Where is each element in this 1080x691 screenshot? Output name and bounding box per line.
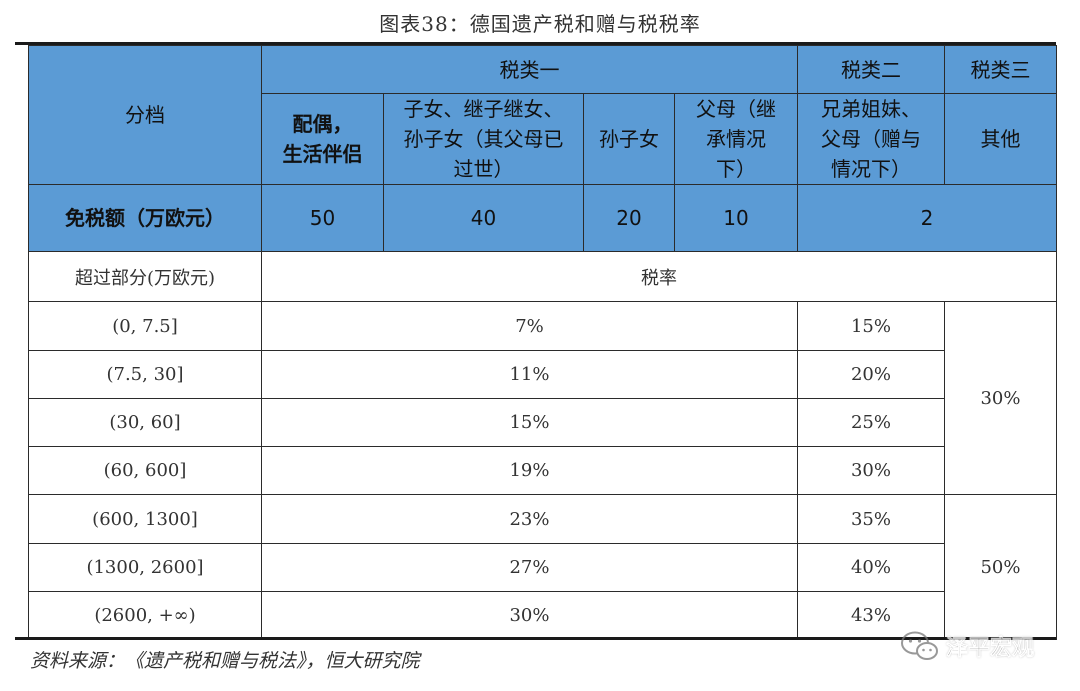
subheader-class3: 其他 bbox=[944, 93, 1057, 185]
class2-rate: 35% bbox=[797, 494, 945, 544]
table-row: (0, 7.5] 7% 15% 30% bbox=[28, 301, 1057, 495]
subheader-children-line: 孙子女（其父母已 bbox=[403, 127, 564, 151]
table-row: (600, 1300] 23% 35% 50% bbox=[28, 494, 1057, 640]
class1-rate: 11% bbox=[261, 350, 798, 399]
subheader-parents-line: 承情况 bbox=[706, 127, 766, 151]
subheader-children-line: 子女、继子继女、 bbox=[403, 97, 564, 121]
bottom-rule bbox=[15, 637, 1056, 640]
subheader-spouse-line: 生活伴侣 bbox=[282, 142, 363, 166]
exemption-parents: 10 bbox=[674, 184, 798, 252]
range-cell: (2600, +∞) bbox=[28, 591, 262, 640]
range-cell: (0, 7.5] bbox=[28, 301, 262, 351]
subheader-class2-line: 兄弟姐妹、 bbox=[821, 97, 921, 121]
exemption-children: 40 bbox=[383, 184, 584, 252]
table-row: (2600, +∞) 30% 43% bbox=[28, 591, 1057, 640]
source-note: 资料来源：《遗产税和赠与税法》，恒大研究院 bbox=[30, 650, 420, 672]
table-row: (1300, 2600] 27% 40% bbox=[28, 543, 1057, 592]
subheader-parents-line: 父母（继 bbox=[696, 97, 776, 121]
figure-title: 图表38：德国遗产税和赠与税税率 bbox=[379, 12, 701, 36]
class3-header: 税类三 bbox=[944, 45, 1057, 94]
class1-rate: 27% bbox=[261, 543, 798, 592]
table-row: (30, 60] 15% 25% bbox=[28, 398, 1057, 447]
range-cell: (600, 1300] bbox=[28, 494, 262, 544]
subheader-spouse: 配偶， 生活伴侣 bbox=[261, 93, 384, 185]
class2-rate: 20% bbox=[797, 350, 945, 399]
exemption-class2-3: 2 bbox=[797, 184, 1057, 252]
subheader-grandchildren: 孙子女 bbox=[583, 93, 675, 185]
subheader-children: 子女、继子继女、 孙子女（其父母已 过世） bbox=[383, 93, 584, 185]
tax-rate-table: 分档 税类一 税类二 税类三 配偶， 生活伴侣 子女、继子继女、 孙子女（其父母… bbox=[28, 45, 1057, 640]
subheader-spouse-line: 配偶， bbox=[292, 112, 353, 136]
range-cell: (30, 60] bbox=[28, 398, 262, 447]
header-row-2: 配偶， 生活伴侣 子女、继子继女、 孙子女（其父母已 过世） 孙子女 父母（继 … bbox=[29, 93, 1057, 185]
table-row: (7.5, 30] 11% 20% bbox=[28, 350, 1057, 399]
class2-rate: 40% bbox=[797, 543, 945, 592]
subheader-class2: 兄弟姐妹、 父母（赠与 情况下） bbox=[797, 93, 945, 185]
watermark-text: 泽平宏观 bbox=[946, 636, 1035, 662]
subheader-parents-line: 下） bbox=[716, 157, 756, 181]
class2-header: 税类二 bbox=[797, 45, 945, 94]
exemption-grandchildren: 20 bbox=[583, 184, 675, 252]
class2-rate: 30% bbox=[797, 446, 945, 495]
class1-rate: 7% bbox=[261, 301, 798, 351]
subheader-class2-line: 父母（赠与 bbox=[821, 127, 921, 151]
range-cell: (1300, 2600] bbox=[28, 543, 262, 592]
class2-rate: 15% bbox=[797, 301, 945, 351]
subheader-class2-line: 情况下） bbox=[831, 157, 911, 181]
class1-rate: 23% bbox=[261, 494, 798, 544]
tier-header: 分档 bbox=[28, 45, 262, 185]
watermark: 泽平宏观 bbox=[900, 628, 1034, 664]
class1-rate: 30% bbox=[261, 591, 798, 640]
class2-rate: 43% bbox=[797, 591, 945, 640]
wechat-icon bbox=[901, 631, 938, 660]
class1-header: 税类一 bbox=[261, 45, 798, 94]
subheader-children-line: 过世） bbox=[453, 157, 514, 181]
exemption-spouse: 50 bbox=[261, 184, 384, 252]
range-cell: (7.5, 30] bbox=[28, 350, 262, 399]
rate-header-row: 超过部分(万欧元) 税率 bbox=[28, 251, 1057, 302]
class1-rate: 15% bbox=[261, 398, 798, 447]
table-row: (60, 600] 19% 30% bbox=[28, 446, 1057, 495]
class3-rate: 50% bbox=[944, 494, 1057, 640]
class3-rate: 30% bbox=[944, 301, 1057, 495]
class1-rate: 19% bbox=[261, 446, 798, 495]
excess-header: 超过部分(万欧元) bbox=[28, 251, 262, 302]
class2-rate: 25% bbox=[797, 398, 945, 447]
exemption-label: 免税额（万欧元） bbox=[28, 184, 262, 252]
top-rule bbox=[15, 42, 1056, 45]
rate-header: 税率 bbox=[261, 251, 1057, 302]
range-cell: (60, 600] bbox=[28, 446, 262, 495]
exemption-row: 免税额（万欧元） 50 40 20 10 2 bbox=[28, 184, 1057, 252]
header-row-1: 分档 税类一 税类二 税类三 bbox=[28, 45, 1057, 185]
subheader-parents: 父母（继 承情况 下） bbox=[674, 93, 798, 185]
